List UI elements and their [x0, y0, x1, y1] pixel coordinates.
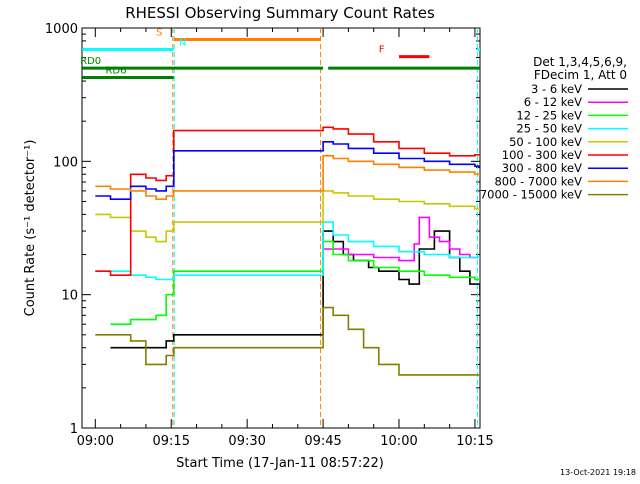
- x-axis-label: Start Time (17-Jan-11 08:57:22): [176, 456, 384, 471]
- x-tick-label: 09:45: [304, 434, 341, 449]
- series-line: [95, 126, 480, 276]
- flag-label: N: [179, 37, 186, 48]
- flag-label: F: [379, 45, 385, 56]
- legend-label: 25 - 50 keV: [516, 122, 582, 136]
- x-tick-label: 09:15: [153, 434, 190, 449]
- series-line: [110, 240, 480, 325]
- flag-label: RD0: [80, 56, 101, 67]
- series-line: [95, 155, 480, 200]
- legend-label: 100 - 300 keV: [502, 148, 582, 162]
- data-layer: [82, 28, 480, 428]
- x-tick-label: 10:15: [456, 434, 493, 449]
- legend-label: 50 - 100 keV: [509, 135, 582, 149]
- legend-label: 300 - 800 keV: [502, 161, 582, 175]
- legend-label: 6 - 12 keV: [524, 95, 582, 109]
- series-line: [110, 230, 480, 349]
- series-line: [95, 141, 480, 200]
- flag-label: RD6: [105, 66, 126, 77]
- series-line: [95, 190, 480, 243]
- legend-label: 800 - 7000 keV: [494, 174, 582, 188]
- series-line: [95, 221, 480, 281]
- series-line: [323, 216, 480, 262]
- y-tick-label: 1: [70, 422, 78, 437]
- y-tick-label: 10: [61, 289, 78, 304]
- plot-frame: [81, 27, 481, 429]
- legend-header-2: FDecim 1, Att 0: [534, 68, 627, 82]
- y-tick-label: 1000: [45, 22, 78, 37]
- x-tick-label: 09:30: [228, 434, 265, 449]
- legend-header-1: Det 1,3,4,5,6,9,: [533, 55, 627, 69]
- legend-label: 7000 - 15000 keV: [480, 188, 582, 202]
- flag-label: S: [156, 27, 162, 38]
- series-line: [95, 306, 480, 376]
- x-tick-label: 10:00: [380, 434, 417, 449]
- footer-date: 13-Oct-2021 19:18: [560, 468, 636, 477]
- plot-area: 1 10 100 1000 09:00 09:15 09:30 09:45 10:00 10:15…: [45, 22, 494, 449]
- chart-title: RHESSI Observing Summary Count Rates: [125, 4, 435, 22]
- y-tick-label: 100: [53, 155, 78, 170]
- x-tick-label: 09:00: [77, 434, 114, 449]
- legend-label: 12 - 25 keV: [516, 108, 582, 122]
- y-axis-label: Count Rate (s⁻¹ detector⁻¹): [23, 140, 38, 317]
- legend-label: 3 - 6 keV: [531, 82, 582, 96]
